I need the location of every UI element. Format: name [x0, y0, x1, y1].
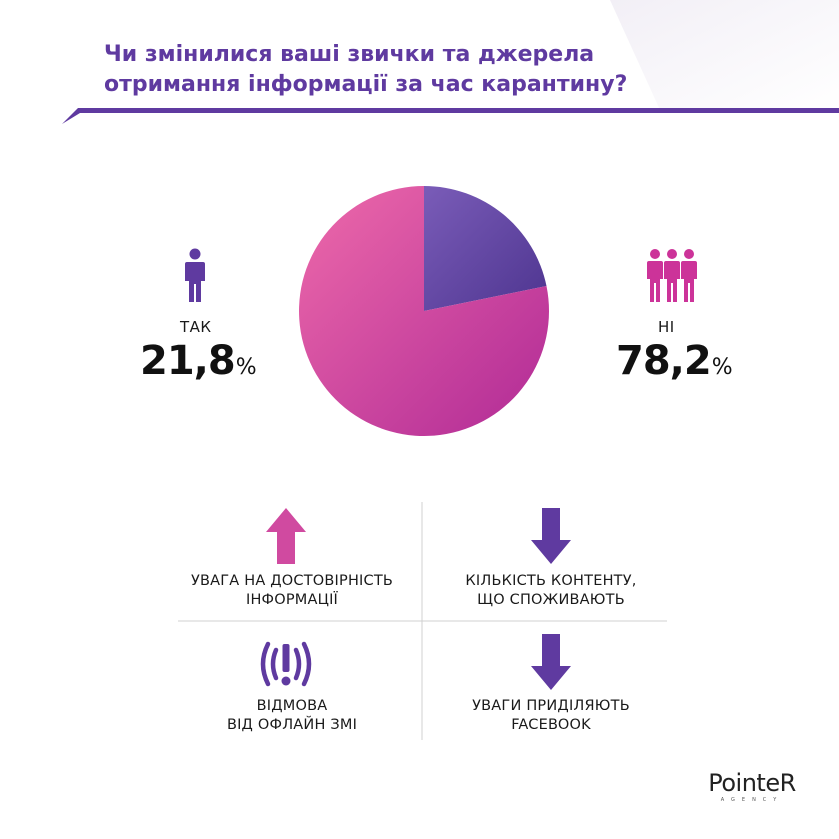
- corner-shape: [610, 0, 839, 110]
- no-unit: %: [711, 355, 733, 380]
- item-content-amount-line-1: КІЛЬКІСТЬ КОНТЕНТУ,: [465, 573, 637, 589]
- yes-label: ТАК: [180, 318, 212, 336]
- item-facebook: УВАГИ ПРИДІЛЯЮТЬ FACEBOOK: [421, 697, 681, 735]
- arrow-up-icon: [266, 508, 306, 564]
- no-percentage: 78,2%: [616, 338, 733, 384]
- item-content-amount-line-2: ЩО СПОЖИВАЮТЬ: [477, 592, 625, 608]
- pie-chart: [299, 186, 549, 436]
- person-icon: [185, 248, 205, 302]
- yes-unit: %: [235, 355, 257, 380]
- pie-slice-yes: [424, 186, 547, 311]
- logo-sub: AGENCY: [720, 797, 784, 803]
- title-line-2: отримання інформації за час карантину?: [104, 72, 628, 97]
- title-underline: [62, 108, 839, 124]
- logo-name: PointeR: [708, 769, 796, 797]
- item-reliability-line-2: ІНФОРМАЦІЇ: [245, 592, 339, 608]
- item-offline-media-line-2: ВІД ОФЛАЙН ЗМІ: [226, 717, 358, 733]
- item-reliability-line-1: УВАГА НА ДОСТОВІРНІСТЬ: [190, 573, 394, 589]
- title-line-1: Чи змінилися ваші звички та джерела: [104, 42, 595, 67]
- item-offline-media-line-1: ВІДМОВА: [256, 698, 328, 714]
- item-facebook-line-2: FACEBOOK: [511, 717, 591, 733]
- no-label: НІ: [658, 318, 675, 336]
- pointer-logo: PointeR AGENCY: [702, 770, 802, 803]
- arrow-down-icon: [531, 634, 571, 690]
- item-facebook-line-1: УВАГИ ПРИДІЛЯЮТЬ: [472, 698, 630, 714]
- yes-percentage: 21,8%: [140, 338, 257, 384]
- yes-value: 21,8: [140, 338, 236, 384]
- item-content-amount: КІЛЬКІСТЬ КОНТЕНТУ, ЩО СПОЖИВАЮТЬ: [421, 572, 681, 610]
- no-value: 78,2: [616, 338, 712, 384]
- warning-broadcast-icon: [260, 641, 312, 687]
- page-title: Чи змінилися ваші звички та джерела отри…: [104, 40, 724, 100]
- pie-slice-no: [299, 186, 549, 436]
- item-reliability: УВАГА НА ДОСТОВІРНІСТЬ ІНФОРМАЦІЇ: [162, 572, 422, 610]
- group-of-people-icon: [647, 249, 697, 302]
- arrow-down-icon: [531, 508, 571, 564]
- item-offline-media: ВІДМОВА ВІД ОФЛАЙН ЗМІ: [162, 697, 422, 735]
